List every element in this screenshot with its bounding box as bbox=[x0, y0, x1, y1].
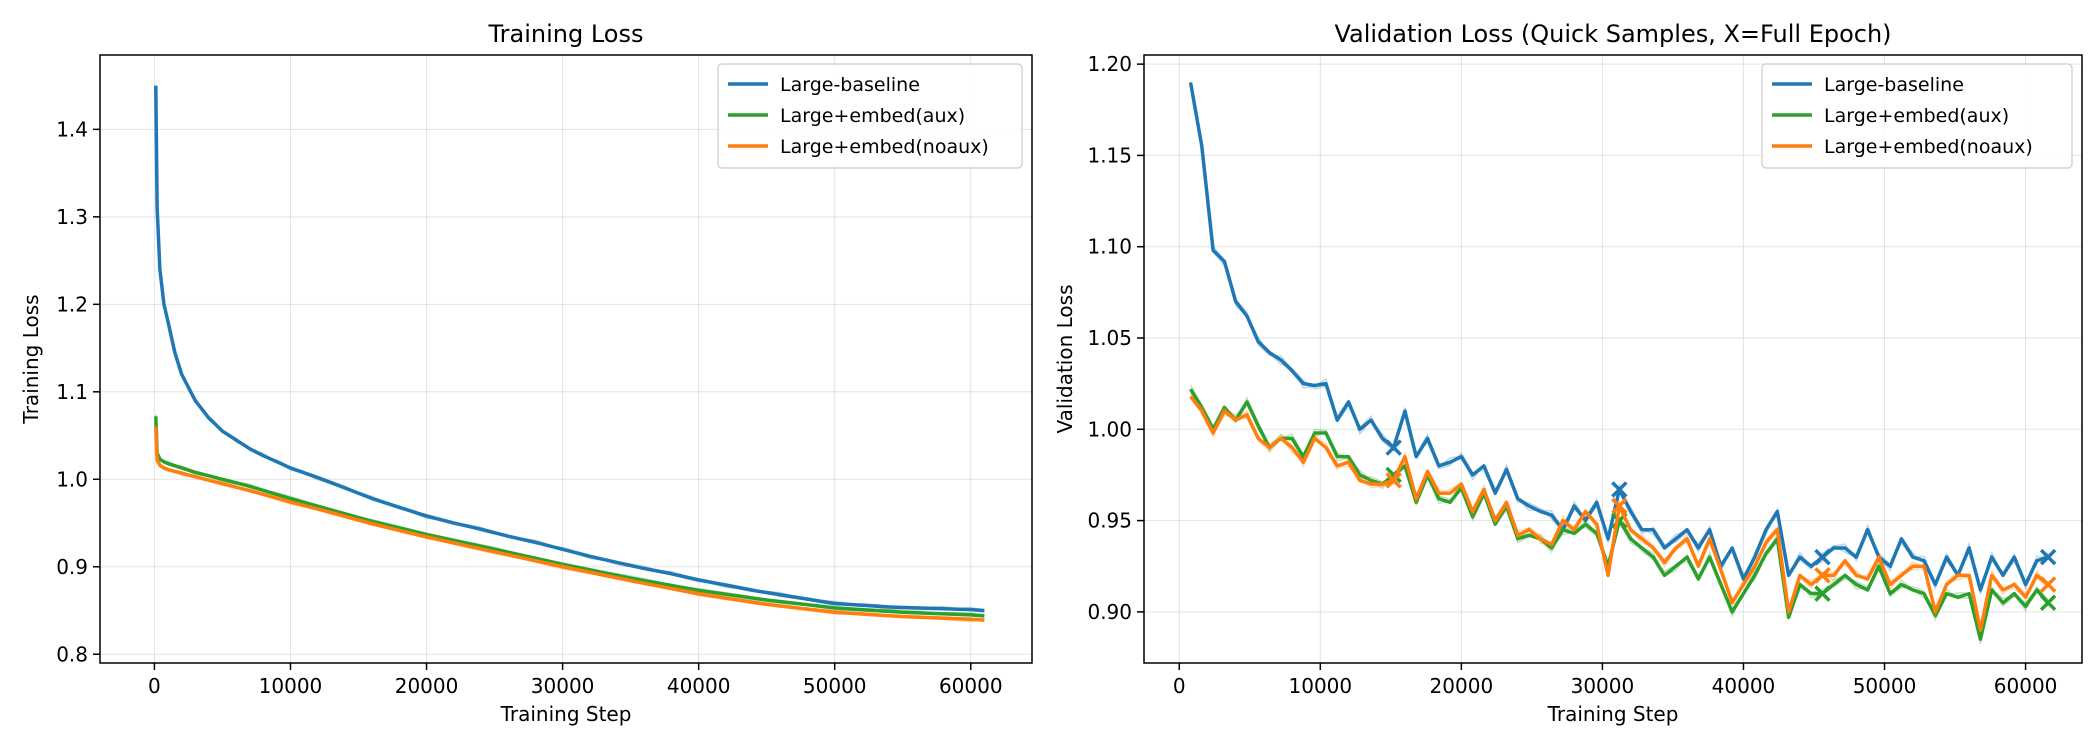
epoch-marker bbox=[1814, 585, 1831, 602]
legend-label-1: Large+embed(aux) bbox=[780, 105, 965, 127]
legend-box bbox=[1761, 63, 2073, 169]
epoch-marker bbox=[1814, 548, 1831, 566]
y-tick-label: 1.20 bbox=[1087, 52, 1132, 76]
x-tick-label: 30000 bbox=[1571, 674, 1635, 698]
epoch-marker bbox=[1611, 497, 1628, 515]
epoch-marker bbox=[2039, 576, 2057, 593]
legend: Large-baseline Large+embed(aux) Large+embe… bbox=[1761, 63, 2073, 169]
series-group bbox=[1188, 82, 2057, 644]
x-tick-label: 10000 bbox=[1289, 674, 1353, 698]
series-group bbox=[154, 85, 985, 623]
x-tick-label: 20000 bbox=[1430, 674, 1494, 698]
legend-box bbox=[717, 63, 1023, 169]
y-tick-label: 0.95 bbox=[1087, 509, 1132, 533]
y-tick-label: 1.1 bbox=[56, 380, 88, 404]
y-axis-label: Validation Loss bbox=[1053, 285, 1077, 434]
y-tick-label: 1.0 bbox=[56, 467, 88, 491]
x-tick-label: 60000 bbox=[939, 674, 1003, 698]
y-tick-label: 0.8 bbox=[56, 642, 88, 666]
x-axis-label: Training Step bbox=[1547, 702, 1679, 726]
x-tick-label: 0 bbox=[1173, 674, 1186, 698]
x-tick-label: 30000 bbox=[531, 674, 595, 698]
y-tick-label: 1.05 bbox=[1087, 326, 1132, 350]
validation-loss-chart: 0 10000 20000 30000 40000 50000 60000 0.90 0.95 1… bbox=[1053, 20, 2083, 726]
legend: Large-baseline Large+embed(aux) Large+embe… bbox=[717, 63, 1023, 169]
axes-frame bbox=[99, 54, 1033, 664]
legend-label-1: Large+embed(aux) bbox=[1824, 105, 2009, 127]
epoch-marker bbox=[1385, 439, 1402, 456]
x-tick-label: 50000 bbox=[1853, 674, 1917, 698]
legend-label-2: Large+embed(noaux) bbox=[780, 136, 989, 158]
legend-label-0: Large-baseline bbox=[1824, 74, 1964, 96]
y-axis-label: Training Loss bbox=[19, 294, 43, 424]
chart-title: Training Loss bbox=[488, 20, 644, 48]
y-tick-label: 1.15 bbox=[1087, 143, 1132, 167]
y-tick-label: 1.10 bbox=[1087, 235, 1132, 259]
series-line-0 bbox=[154, 85, 985, 613]
y-tick-label: 1.2 bbox=[56, 292, 88, 316]
y-tick-label: 0.9 bbox=[56, 555, 88, 579]
epoch-marker bbox=[2039, 548, 2057, 566]
y-tick-label: 0.90 bbox=[1087, 600, 1132, 624]
x-tick-label: 0 bbox=[148, 674, 161, 698]
epoch-marker bbox=[1611, 481, 1628, 498]
epoch-marker bbox=[2039, 594, 2057, 611]
chart-title: Validation Loss (Quick Samples, X=Full E… bbox=[1334, 20, 1891, 48]
series-line-2 bbox=[154, 426, 985, 622]
legend-label-0: Large-baseline bbox=[780, 74, 920, 96]
training-loss-chart: 0 10000 20000 30000 40000 50000 60000 0.8 0.9 1.0… bbox=[19, 20, 1033, 726]
x-tick-label: 10000 bbox=[259, 674, 323, 698]
y-tick-label: 1.4 bbox=[56, 117, 88, 141]
epoch-marker bbox=[1814, 567, 1831, 584]
x-tick-label: 40000 bbox=[1712, 674, 1776, 698]
y-tick-label: 1.3 bbox=[56, 205, 88, 229]
x-tick-label: 60000 bbox=[1994, 674, 2058, 698]
x-axis-label: Training Step bbox=[500, 702, 632, 726]
y-tick-label: 1.00 bbox=[1087, 417, 1132, 441]
axes-frame bbox=[1143, 54, 2083, 664]
x-tick-label: 40000 bbox=[667, 674, 731, 698]
x-tick-label: 20000 bbox=[395, 674, 459, 698]
series-line-1 bbox=[154, 416, 985, 618]
legend-label-2: Large+embed(noaux) bbox=[1824, 136, 2033, 158]
epoch-marker bbox=[1385, 472, 1402, 489]
x-tick-label: 50000 bbox=[803, 674, 867, 698]
